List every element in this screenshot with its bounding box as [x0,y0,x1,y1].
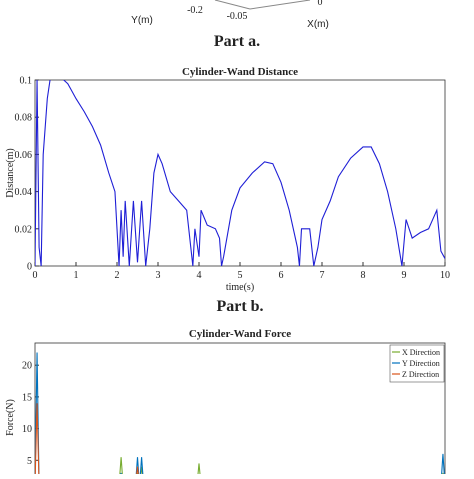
axis-line [249,0,311,10]
y-tick-label: 0.08 [15,113,33,124]
y-tick-label: 0.06 [15,150,33,161]
y-axis-label: Force(N) [5,399,16,436]
y-tick-label: 0.02 [15,224,33,235]
caption: Part b. [216,298,263,315]
data-line [35,80,445,266]
chart-title: Cylinder-Wand Distance [182,66,298,78]
x-tick-label: 3 [156,270,161,281]
axis-line [214,0,251,10]
y-tick-label: 10 [22,424,32,435]
y-axis-label: Distance(m) [5,148,16,197]
axis-label: Y(m) [131,15,153,26]
x-tick-label: 4 [197,270,202,281]
part-a-axes [214,0,311,10]
axis-label: X(m) [307,19,329,30]
x-tick-label: 8 [361,270,366,281]
y-tick-label: -0.2 [187,5,203,16]
x-tick-label: 9 [402,270,407,281]
plot-area [34,79,446,267]
x-tick-label: 10 [440,270,450,281]
y-tick-label: 15 [22,392,32,403]
x-tick-label: 1 [74,270,79,281]
x-tick-label: 6 [279,270,284,281]
y-tick-label: 0.04 [15,187,33,198]
legend-label: Y Direction [402,359,440,368]
legend-label: Z Direction [402,370,439,379]
caption: Part a. [214,33,260,50]
y-tick-label: 0 [27,262,32,273]
y-tick-label: 0.1 [20,76,33,87]
x-tick-label: 5 [238,270,243,281]
x-axis-label: time(s) [226,282,254,293]
x-tick-label: 2 [115,270,120,281]
plot-area [34,342,446,479]
x-tick-label: 0 [33,270,38,281]
x-tick-label: 0 [318,0,323,8]
y-tick-label: -0.05 [227,11,248,22]
plot-lines [35,80,445,266]
chart-title: Cylinder-Wand Force [189,328,291,340]
x-tick-label: 7 [320,270,325,281]
y-tick-label: 20 [22,361,32,372]
legend-label: X Direction [402,348,440,357]
y-tick-label: 5 [27,456,32,467]
